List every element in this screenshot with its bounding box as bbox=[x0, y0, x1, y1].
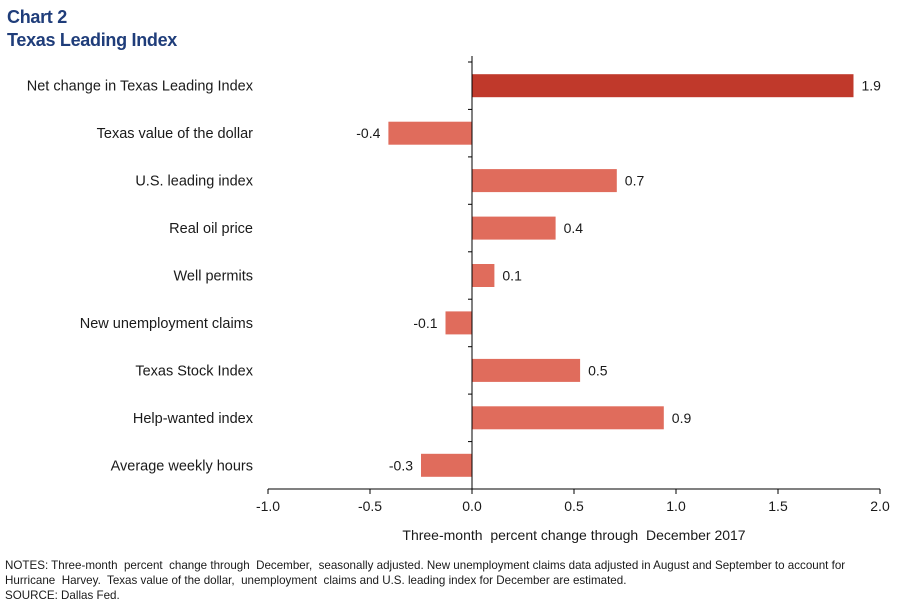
bars-group bbox=[388, 74, 853, 477]
bar-6 bbox=[472, 359, 580, 382]
value-label-3: 0.4 bbox=[564, 220, 584, 236]
x-tick-label-4: 1.0 bbox=[666, 498, 686, 514]
bar-chart: 1.9 -0.4 0.7 0.4 0.1 -0.1 0.5 0.9 -0.3 Net chang… bbox=[0, 0, 900, 550]
bar-0 bbox=[472, 74, 854, 97]
value-label-4: 0.1 bbox=[502, 268, 522, 284]
value-label-0: 1.9 bbox=[862, 78, 882, 94]
value-label-7: 0.9 bbox=[672, 410, 692, 426]
bar-4 bbox=[472, 264, 494, 287]
x-tick-label-0: -1.0 bbox=[256, 498, 280, 514]
value-label-5: -0.1 bbox=[413, 315, 437, 331]
category-label-5: New unemployment claims bbox=[80, 316, 253, 332]
value-label-8: -0.3 bbox=[389, 457, 413, 473]
x-tick-label-3: 0.5 bbox=[564, 498, 584, 514]
x-tick-label-5: 1.5 bbox=[768, 498, 788, 514]
category-label-6: Texas Stock Index bbox=[135, 363, 253, 379]
x-tick-label-1: -0.5 bbox=[358, 498, 382, 514]
category-labels-group: Net change in Texas Leading Index Texas v… bbox=[27, 79, 254, 475]
bar-8 bbox=[421, 454, 472, 477]
value-label-1: -0.4 bbox=[356, 125, 380, 141]
source-text: SOURCE: Dallas Fed. bbox=[5, 588, 893, 603]
value-label-2: 0.7 bbox=[625, 173, 645, 189]
category-label-3: Real oil price bbox=[169, 221, 253, 237]
x-axis-title: Three-month percent change through Decem… bbox=[402, 527, 745, 543]
bar-5 bbox=[446, 311, 473, 334]
bar-1 bbox=[388, 122, 472, 145]
category-label-7: Help-wanted index bbox=[133, 411, 254, 427]
bar-3 bbox=[472, 217, 556, 240]
x-tick-label-6: 2.0 bbox=[870, 498, 890, 514]
category-label-0: Net change in Texas Leading Index bbox=[27, 79, 254, 95]
bar-7 bbox=[472, 406, 664, 429]
notes-text: NOTES: Three-month percent change throug… bbox=[5, 558, 893, 588]
category-label-2: U.S. leading index bbox=[135, 174, 253, 190]
category-label-4: Well permits bbox=[174, 269, 254, 285]
category-label-1: Texas value of the dollar bbox=[97, 126, 254, 142]
value-label-6: 0.5 bbox=[588, 362, 608, 378]
chart-notes: NOTES: Three-month percent change throug… bbox=[5, 558, 893, 603]
category-label-8: Average weekly hours bbox=[111, 458, 253, 474]
axes-group: -1.0 -0.5 0.0 0.5 1.0 1.5 2.0 bbox=[256, 56, 890, 514]
x-tick-label-2: 0.0 bbox=[462, 498, 482, 514]
bar-2 bbox=[472, 169, 617, 192]
